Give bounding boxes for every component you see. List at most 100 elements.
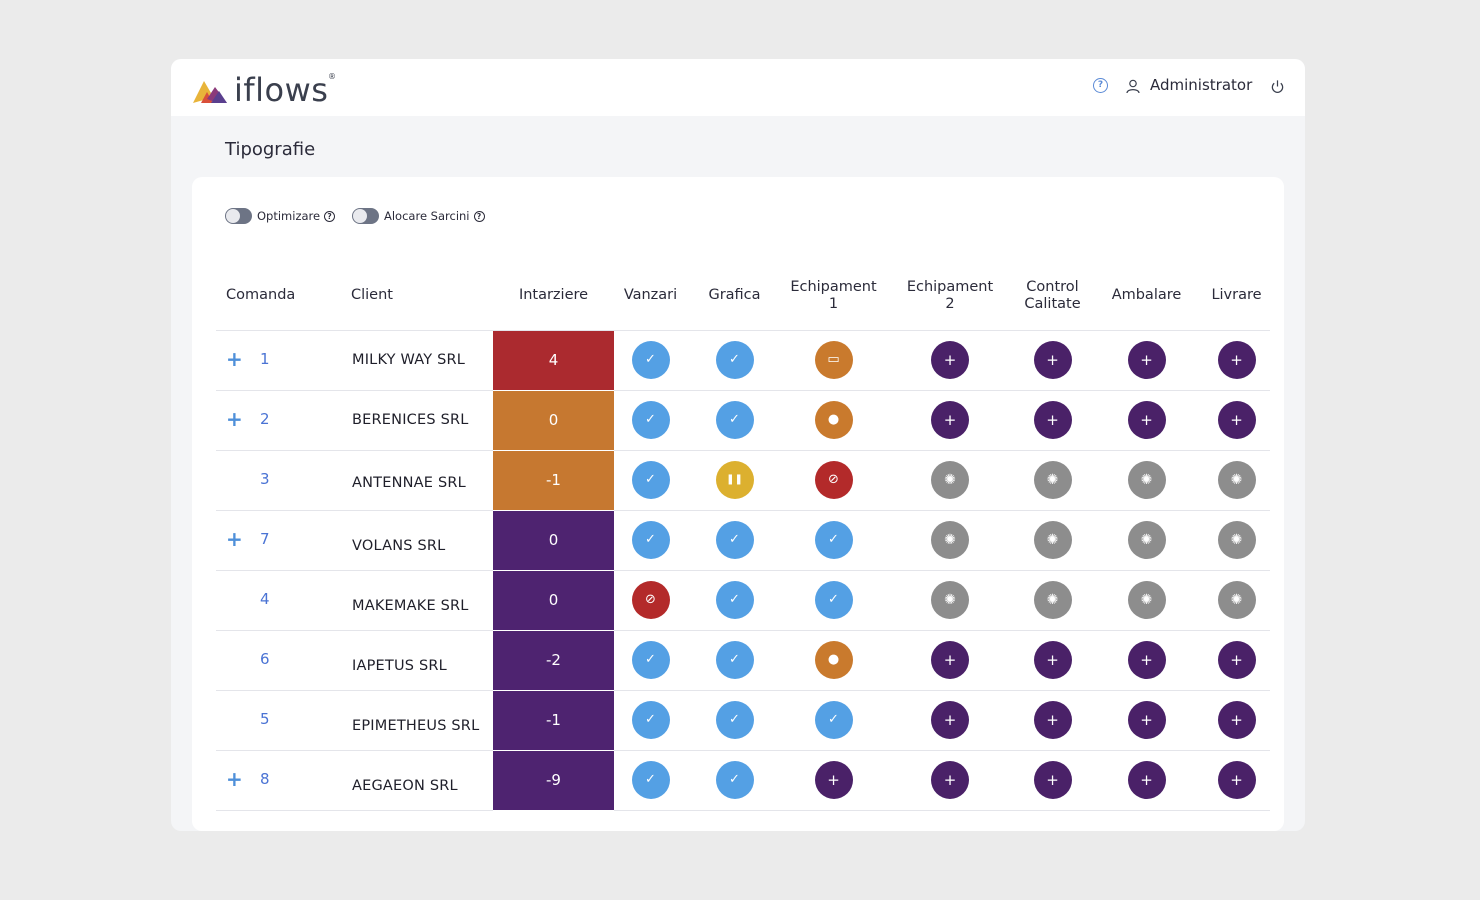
spinner-icon[interactable]: ✺ xyxy=(1217,461,1256,499)
plus-icon[interactable]: + xyxy=(1127,641,1166,679)
blocked-icon[interactable]: ⊘ xyxy=(814,461,853,499)
delay-cell: 0 xyxy=(493,390,614,451)
person-icon[interactable]: ● xyxy=(814,401,853,439)
table-row[interactable]: 6 IAPETUS SRL -2 ✓ ✓ ● + + + + xyxy=(216,630,1270,691)
plus-icon[interactable]: + xyxy=(931,701,969,739)
help-icon[interactable]: ? xyxy=(1093,78,1108,93)
spinner-icon[interactable]: ✺ xyxy=(1217,521,1256,559)
spinner-icon[interactable]: ✺ xyxy=(1127,581,1166,619)
check-icon[interactable]: ✓ xyxy=(631,761,670,799)
plus-icon[interactable]: + xyxy=(1033,401,1072,439)
plus-icon[interactable]: + xyxy=(931,761,969,799)
stage-cell-grafica: ❚❚ xyxy=(687,450,782,511)
spinner-icon[interactable]: ✺ xyxy=(931,521,969,559)
col-ambalare[interactable]: Ambalare xyxy=(1090,262,1203,331)
col-echipament-1[interactable]: Echipament 1 xyxy=(782,262,885,331)
pause-icon[interactable]: ❚❚ xyxy=(715,461,754,499)
plus-icon[interactable]: + xyxy=(1033,761,1072,799)
alocare-sarcini-switch[interactable] xyxy=(352,208,379,224)
col-comanda[interactable]: Comanda xyxy=(216,262,341,331)
order-number-link[interactable]: 6 xyxy=(260,649,270,668)
table-row[interactable]: 3 ANTENNAE SRL -1 ✓ ❚❚ ⊘ ✺ ✺ ✺ ✺ xyxy=(216,450,1270,511)
col-vanzari[interactable]: Vanzari xyxy=(614,262,687,331)
plus-icon[interactable]: + xyxy=(1217,341,1256,379)
toggle-alocare-sarcini[interactable]: Alocare Sarcini ? xyxy=(352,206,485,226)
col-livrare[interactable]: Livrare xyxy=(1203,262,1270,331)
check-icon[interactable]: ✓ xyxy=(715,761,754,799)
table-row[interactable]: +8 AEGAEON SRL -9 ✓ ✓ + + + + + xyxy=(216,750,1270,811)
order-number-link[interactable]: 1 xyxy=(260,349,270,368)
plus-icon[interactable]: + xyxy=(1217,641,1256,679)
plus-icon[interactable]: + xyxy=(1033,641,1072,679)
person-icon[interactable]: ● xyxy=(814,641,853,679)
table-row[interactable]: +2 BERENICES SRL 0 ✓ ✓ ● + + + + xyxy=(216,390,1270,451)
col-intarziere[interactable]: Intarziere xyxy=(493,262,614,331)
check-icon[interactable]: ✓ xyxy=(631,521,670,559)
check-icon[interactable]: ✓ xyxy=(715,401,754,439)
col-echipament-2[interactable]: Echipament 2 xyxy=(885,262,1015,331)
check-icon[interactable]: ✓ xyxy=(715,701,754,739)
spinner-icon[interactable]: ✺ xyxy=(1033,581,1072,619)
check-icon[interactable]: ✓ xyxy=(631,401,670,439)
order-number-link[interactable]: 7 xyxy=(260,529,270,548)
col-client[interactable]: Client xyxy=(341,262,493,331)
order-number-link[interactable]: 4 xyxy=(260,589,270,608)
optimizare-switch[interactable] xyxy=(225,208,252,224)
col-grafica[interactable]: Grafica xyxy=(687,262,782,331)
check-icon[interactable]: ✓ xyxy=(631,461,670,499)
check-icon[interactable]: ✓ xyxy=(631,341,670,379)
plus-icon[interactable]: + xyxy=(931,341,969,379)
plus-icon[interactable]: + xyxy=(1033,341,1072,379)
expand-row-icon[interactable]: + xyxy=(226,346,243,371)
table-row[interactable]: 5 EPIMETHEUS SRL -1 ✓ ✓ ✓ + + + + xyxy=(216,690,1270,751)
check-icon[interactable]: ✓ xyxy=(631,701,670,739)
check-icon[interactable]: ✓ xyxy=(715,641,754,679)
plus-icon[interactable]: + xyxy=(1033,701,1072,739)
delay-cell: 0 xyxy=(493,510,614,571)
col-control-calitate[interactable]: Control Calitate xyxy=(1015,262,1090,331)
check-icon[interactable]: ✓ xyxy=(814,701,853,739)
toggle-optimizare[interactable]: Optimizare ? xyxy=(225,206,336,226)
spinner-icon[interactable]: ✺ xyxy=(1217,581,1256,619)
expand-row-icon[interactable]: + xyxy=(226,526,243,551)
check-icon[interactable]: ✓ xyxy=(814,581,853,619)
plus-icon[interactable]: + xyxy=(1217,761,1256,799)
optimizare-help-icon[interactable]: ? xyxy=(324,210,336,222)
monitor-icon[interactable]: ▭ xyxy=(814,341,853,379)
alocare-sarcini-help-icon[interactable]: ? xyxy=(473,210,485,222)
spinner-icon[interactable]: ✺ xyxy=(931,581,969,619)
check-icon[interactable]: ✓ xyxy=(631,641,670,679)
order-number-link[interactable]: 8 xyxy=(260,769,270,788)
plus-icon[interactable]: + xyxy=(1127,701,1166,739)
order-number-link[interactable]: 5 xyxy=(260,709,270,728)
plus-icon[interactable]: + xyxy=(1127,341,1166,379)
comanda-cell: +8 xyxy=(216,750,341,811)
table-row[interactable]: +7 VOLANS SRL 0 ✓ ✓ ✓ ✺ ✺ ✺ ✺ xyxy=(216,510,1270,571)
blocked-icon[interactable]: ⊘ xyxy=(631,581,670,619)
plus-icon[interactable]: + xyxy=(814,761,853,799)
plus-icon[interactable]: + xyxy=(1217,701,1256,739)
plus-icon[interactable]: + xyxy=(931,401,969,439)
plus-icon[interactable]: + xyxy=(1127,401,1166,439)
expand-row-icon[interactable]: + xyxy=(226,406,243,431)
check-icon[interactable]: ✓ xyxy=(814,521,853,559)
plus-icon[interactable]: + xyxy=(931,641,969,679)
order-number-link[interactable]: 2 xyxy=(260,409,270,428)
table-row[interactable]: 4 MAKEMAKE SRL 0 ⊘ ✓ ✓ ✺ ✺ ✺ ✺ xyxy=(216,570,1270,631)
plus-icon[interactable]: + xyxy=(1217,401,1256,439)
table-row[interactable]: +1 MILKY WAY SRL 4 ✓ ✓ ▭ + + + + xyxy=(216,330,1270,391)
check-icon[interactable]: ✓ xyxy=(715,521,754,559)
check-icon[interactable]: ✓ xyxy=(715,341,754,379)
iflows-logo[interactable]: iflows ® xyxy=(191,71,341,109)
check-icon[interactable]: ✓ xyxy=(715,581,754,619)
plus-icon[interactable]: + xyxy=(1127,761,1166,799)
spinner-icon[interactable]: ✺ xyxy=(1033,521,1072,559)
spinner-icon[interactable]: ✺ xyxy=(1127,461,1166,499)
order-number-link[interactable]: 3 xyxy=(260,469,270,488)
power-icon[interactable] xyxy=(1270,79,1285,94)
spinner-icon[interactable]: ✺ xyxy=(931,461,969,499)
user-name[interactable]: Administrator xyxy=(1150,76,1253,94)
spinner-icon[interactable]: ✺ xyxy=(1033,461,1072,499)
spinner-icon[interactable]: ✺ xyxy=(1127,521,1166,559)
expand-row-icon[interactable]: + xyxy=(226,766,243,791)
